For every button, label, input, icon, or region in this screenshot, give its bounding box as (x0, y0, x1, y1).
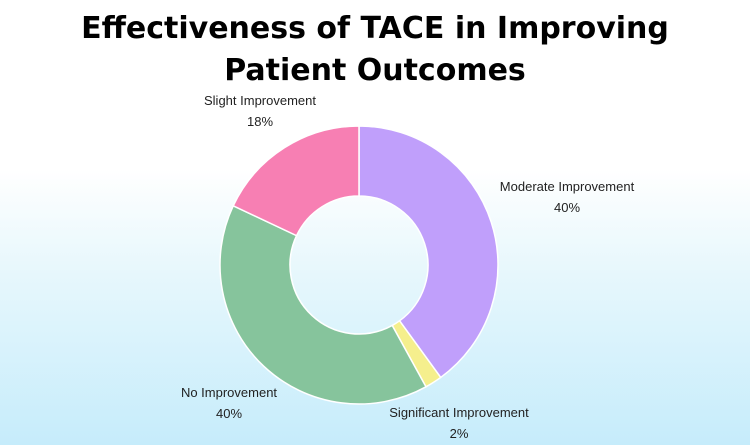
slice-moderate-improvement (358, 125, 499, 379)
slice-label-moderate-improvement: Moderate Improvement (500, 179, 635, 194)
slice-labels: Moderate Improvement 40% Significant Impro… (181, 93, 635, 441)
slice-label-significant-improvement: Significant Improvement (389, 405, 529, 420)
slice-value-moderate-improvement: 40% (554, 200, 580, 215)
chart-title: Effectiveness of TACE in Improving Patie… (81, 11, 669, 88)
donut-slices (219, 125, 499, 405)
slice-slight-improvement (232, 125, 360, 237)
slice-label-slight-improvement: Slight Improvement (204, 93, 316, 108)
slice-value-slight-improvement: 18% (247, 114, 273, 129)
slice-label-no-improvement: No Improvement (181, 385, 277, 400)
slice-value-significant-improvement: 2% (450, 426, 469, 441)
slice-value-no-improvement: 40% (216, 406, 242, 421)
slice-no-improvement (219, 204, 427, 405)
